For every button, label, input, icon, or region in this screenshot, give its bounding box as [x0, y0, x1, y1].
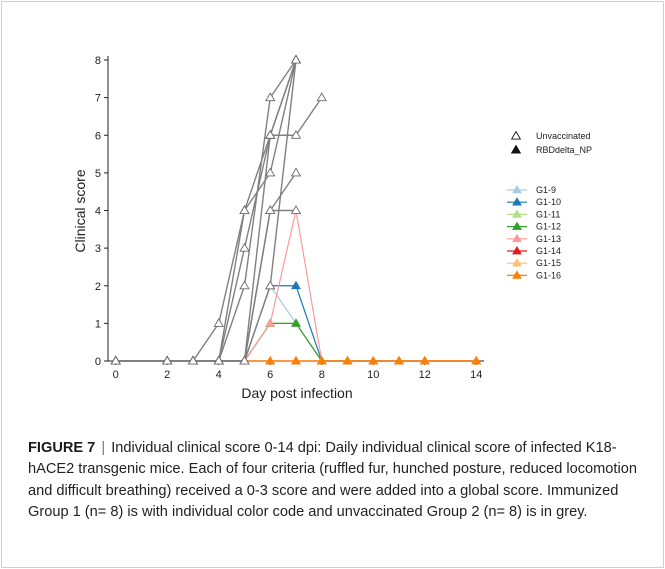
legend-label-G1-10: G1-10: [536, 197, 561, 207]
series-point-G1-16: [265, 355, 276, 365]
group-legend-label: RBDdelta_NP: [536, 145, 592, 155]
unvaccinated-point-3: [213, 318, 224, 327]
legend-marker-G1-9: [512, 184, 522, 194]
unvaccinated-point-8: [110, 355, 121, 365]
y-tick-label: 1: [95, 318, 101, 330]
figure-caption: FIGURE 7 | Individual clinical score 0-1…: [28, 438, 640, 524]
legend-label-G1-13: G1-13: [536, 234, 561, 244]
x-axis-title: Day post infection: [241, 385, 352, 401]
unvaccinated-point-8: [239, 355, 250, 365]
series-line-G1-11: [115, 322, 477, 362]
unvaccinated-point-3: [265, 167, 276, 177]
y-tick-label: 6: [95, 130, 101, 142]
y-tick-label: 5: [95, 168, 101, 180]
legend-marker-G1-13: [512, 233, 522, 243]
legend-marker-G1-15: [512, 258, 522, 267]
unvaccinated-point-8: [187, 355, 199, 365]
series-line-G1-12: [115, 322, 477, 362]
x-tick-label: 14: [470, 369, 482, 381]
series-point-G1-10: [291, 280, 301, 290]
legend-marker-G1-16: [512, 270, 522, 279]
unvaccinated-point-7: [265, 129, 276, 139]
y-tick-label: 2: [95, 281, 101, 293]
unvaccinated-point-8: [162, 355, 173, 365]
x-tick-label: 0: [113, 369, 119, 381]
y-tick-label: 7: [95, 93, 101, 105]
unvaccinated-point-4: [316, 92, 327, 102]
y-axis-title: Clinical score: [72, 169, 88, 252]
series-point-G1-16: [368, 355, 379, 365]
y-tick-label: 0: [95, 356, 101, 368]
legend-label-G1-15: G1-15: [536, 258, 561, 268]
series-point-G1-16: [316, 355, 327, 365]
unvaccinated-point-2: [239, 242, 250, 252]
legend-marker-G1-12: [512, 221, 522, 230]
y-tick-label: 3: [95, 243, 101, 255]
legend-label-G1-12: G1-12: [536, 222, 561, 232]
unvaccinated-point-1: [265, 92, 276, 102]
x-tick-label: 12: [419, 369, 431, 381]
x-tick-label: 10: [367, 369, 379, 381]
unvaccinated-point-8: [290, 205, 302, 214]
legend-label-G1-16: G1-16: [536, 270, 561, 280]
unvaccinated-point-8: [265, 205, 276, 214]
series-point-G1-16: [394, 355, 404, 365]
caption-text: Individual clinical score 0-14 dpi: Dail…: [28, 440, 637, 521]
series-point-G1-16: [419, 355, 430, 365]
legend-label-G1-9: G1-9: [536, 185, 556, 195]
group-legend-label: Unvaccinated: [536, 131, 591, 141]
plot-markers: [110, 54, 482, 365]
unvaccinated-point-1: [239, 280, 250, 290]
unvaccinated-point-4: [290, 129, 302, 139]
series-point-G1-13: [265, 318, 276, 327]
series-point-G1-16: [471, 355, 482, 365]
unvaccinated-point-5: [290, 167, 302, 177]
legend-label-G1-11: G1-11: [536, 209, 560, 219]
legend-label-G1-14: G1-14: [536, 246, 561, 256]
unvaccinated-point-8: [213, 355, 224, 365]
x-tick-label: 8: [319, 369, 325, 381]
y-tick-label: 8: [95, 55, 101, 67]
unvaccinated-point-7: [290, 54, 302, 64]
unvaccinated-line-5: [115, 172, 297, 362]
filled-triangle-icon: [510, 144, 522, 154]
x-tick-label: 4: [216, 369, 222, 381]
caption-separator: |: [101, 440, 106, 456]
legend: Unvaccinated RBDdelta_NP G1-9 G1-10 G1-11 G1-…: [507, 130, 592, 280]
unvaccinated-point-4: [239, 205, 250, 214]
series-point-G1-16: [342, 355, 353, 365]
open-triangle-icon: [510, 130, 522, 140]
series-point-G1-12: [291, 318, 301, 327]
x-tick-label: 6: [267, 369, 273, 381]
figure-label: FIGURE 7: [28, 440, 96, 456]
legend-marker-G1-11: [512, 209, 522, 218]
x-tick-label: 2: [164, 369, 170, 381]
series-point-G1-16: [291, 355, 301, 365]
legend-marker-G1-10: [512, 197, 522, 206]
legend-marker-G1-14: [512, 245, 522, 255]
y-tick-label: 4: [95, 206, 101, 218]
unvaccinated-point-6: [265, 280, 276, 290]
